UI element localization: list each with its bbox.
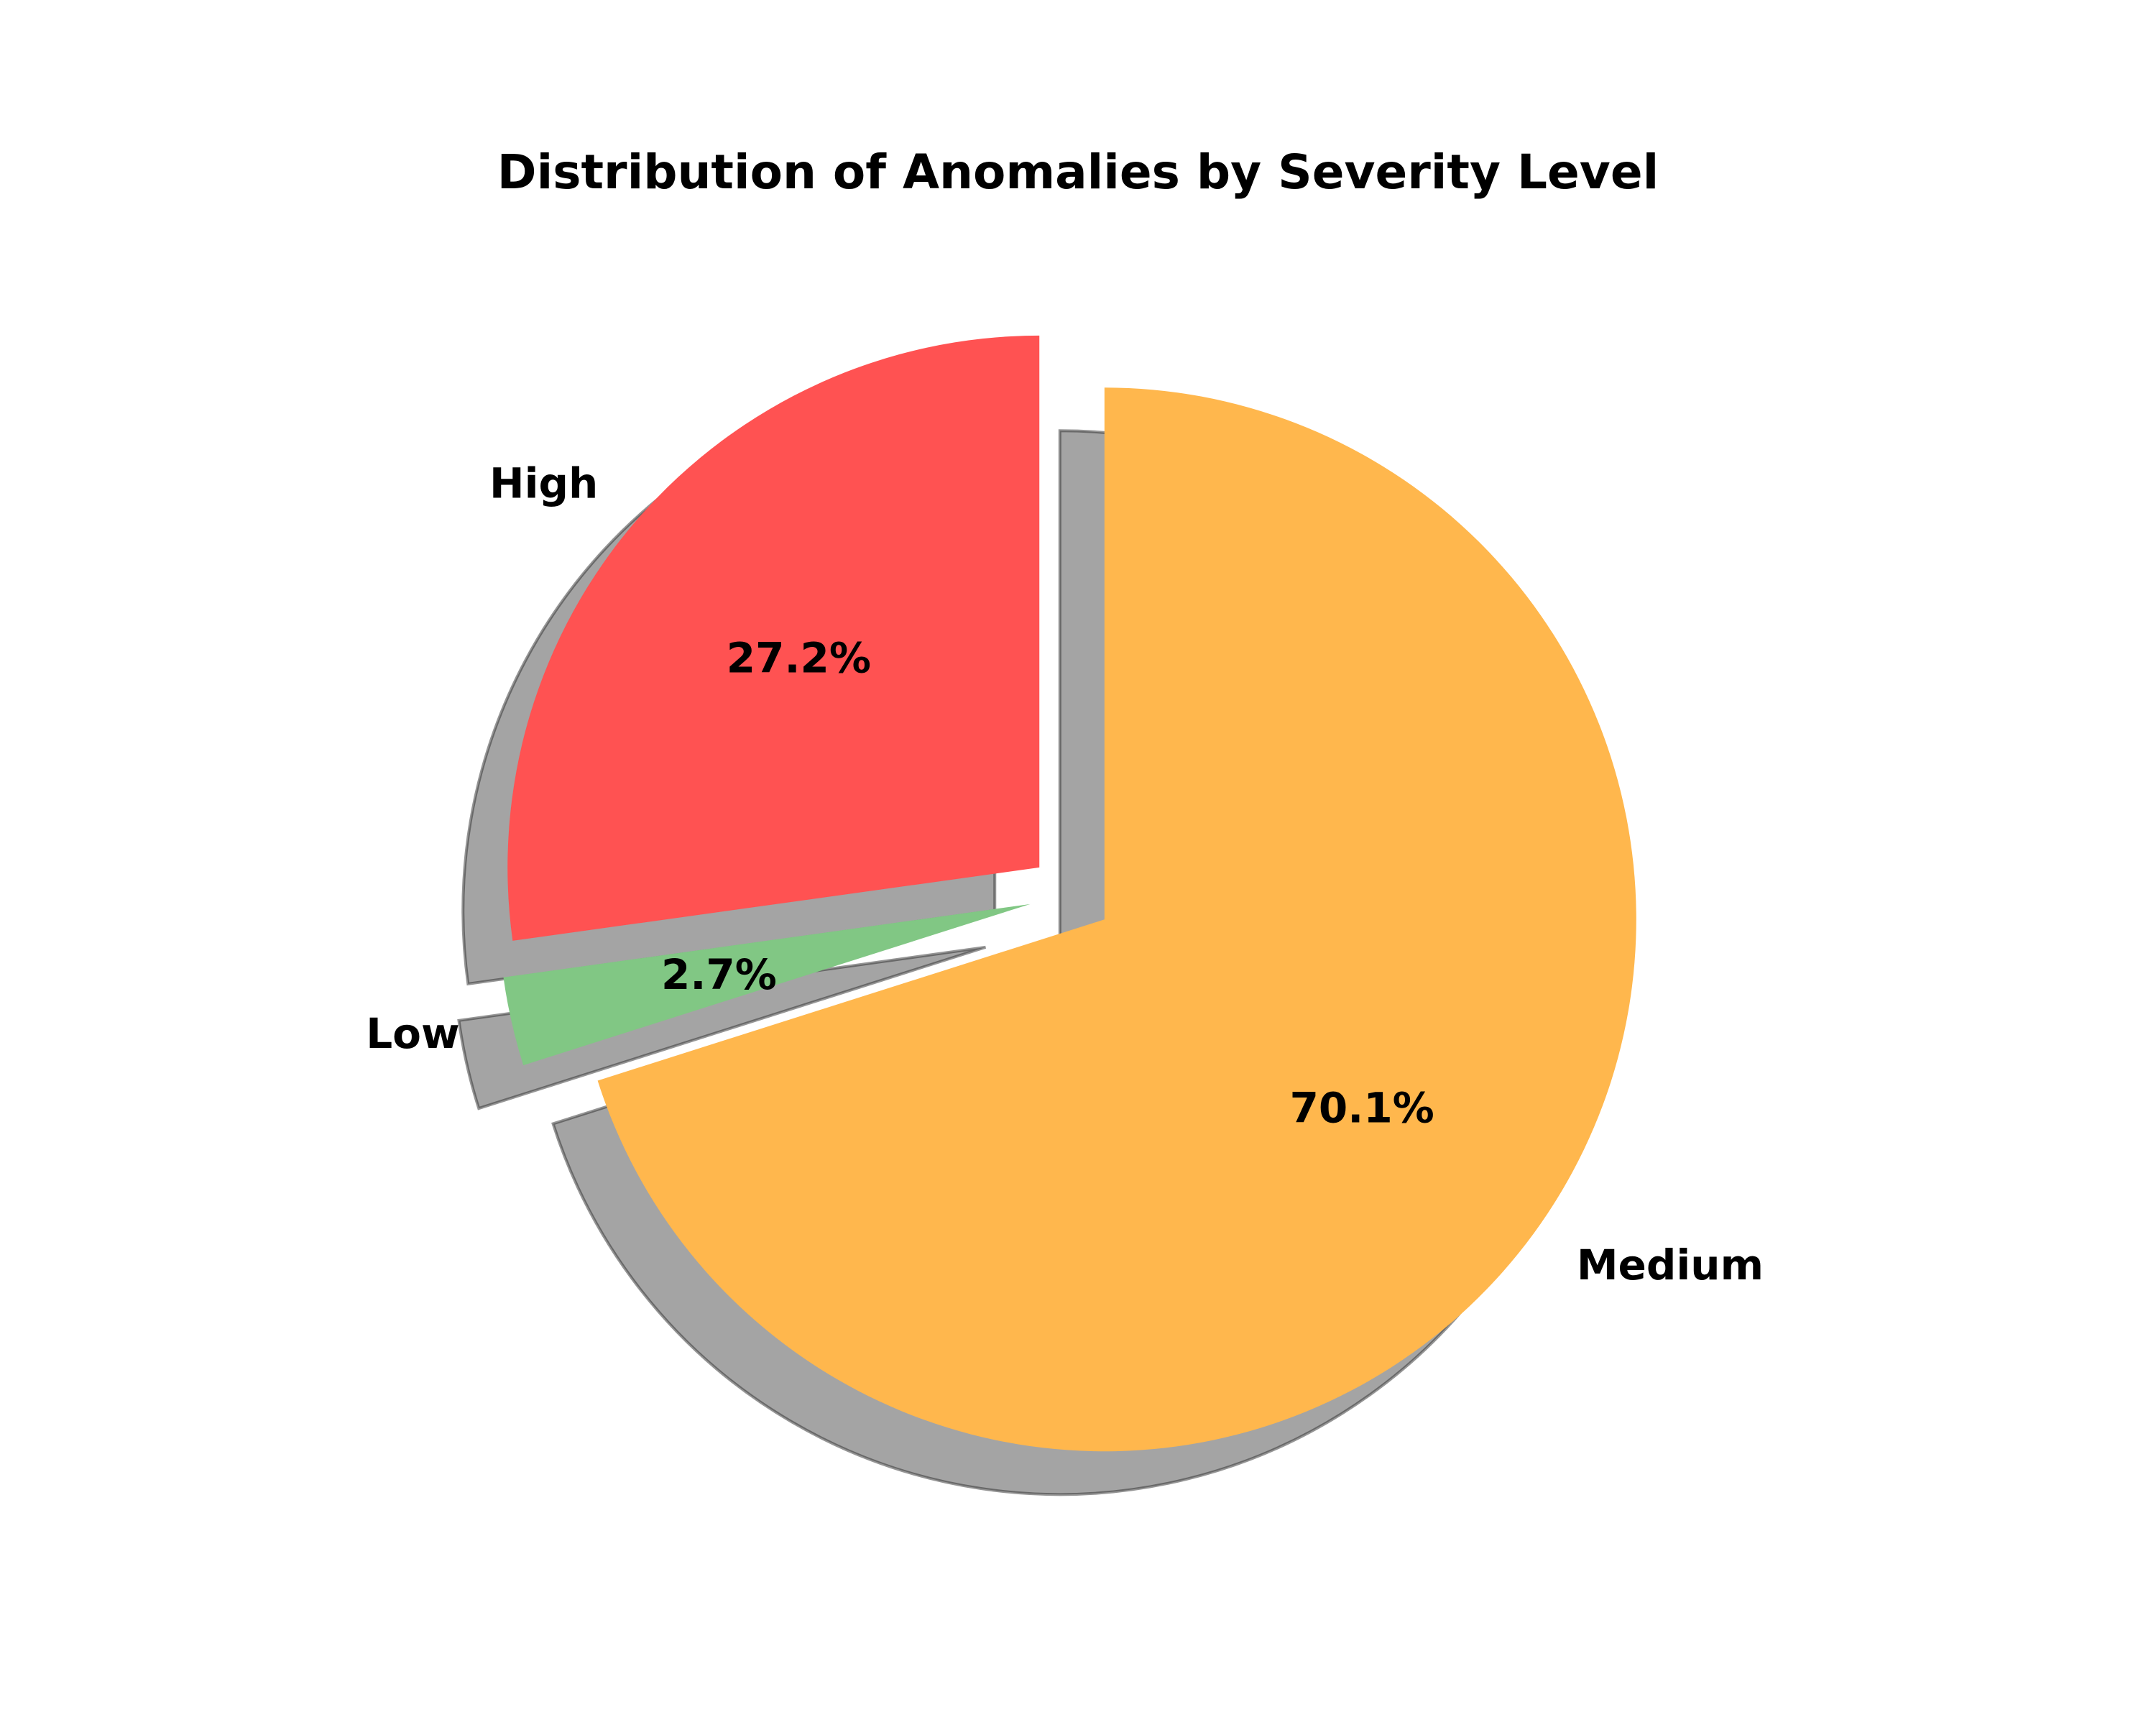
slice-pct-low: 2.7% <box>661 950 777 999</box>
slice-label-medium: Medium <box>1577 1241 1764 1289</box>
slice-pct-high: 27.2% <box>727 633 871 682</box>
slices <box>503 335 1636 1452</box>
slice-high <box>507 335 1040 941</box>
slice-pct-medium: 70.1% <box>1290 1083 1434 1132</box>
slice-labels: High 27.2% Low 2.7% Medium 70.1% <box>366 459 1764 1289</box>
slice-shadow-low <box>457 945 987 1110</box>
chart-title: Distribution of Anomalies by Severity Le… <box>497 144 1659 200</box>
slice-label-high: High <box>489 459 598 507</box>
slice-medium <box>597 387 1636 1452</box>
slice-low <box>503 903 1031 1066</box>
slice-label-low: Low <box>366 1009 459 1058</box>
